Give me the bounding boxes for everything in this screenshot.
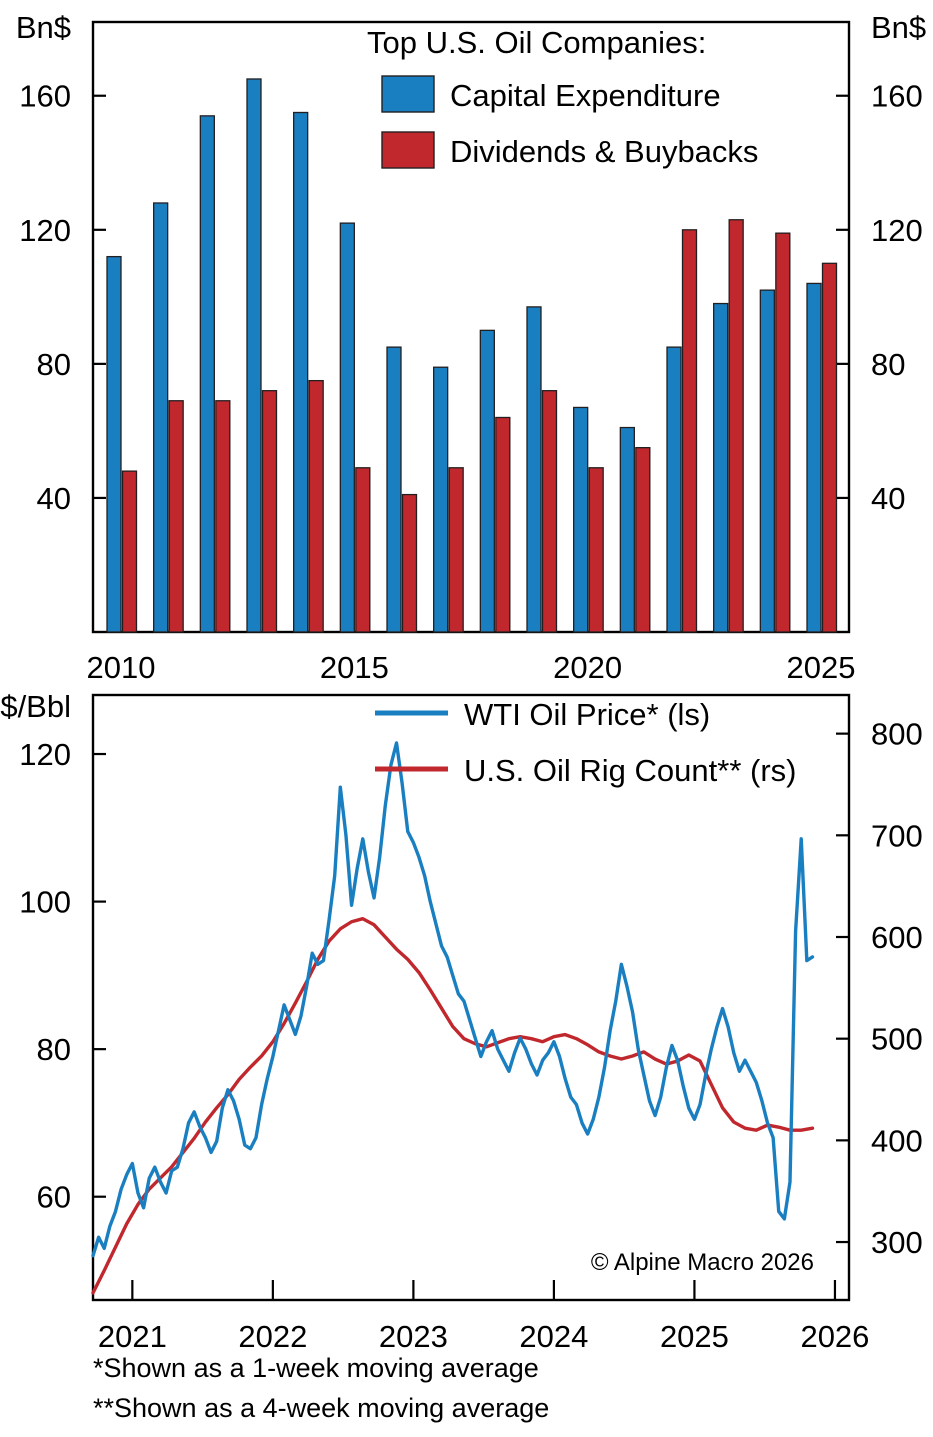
bar-dividends-2018 [495, 416, 511, 633]
bottom-right-tick-label-400: 400 [871, 1123, 923, 1158]
bar-dividends-2021 [635, 447, 651, 633]
bar-capex-2016 [386, 346, 402, 633]
bar-dividends-2016 [401, 493, 418, 633]
bar-dividends-2024 [775, 232, 791, 633]
bottom-left-tick-label-80: 80 [37, 1032, 71, 1067]
bottom-left-tick-label-120: 120 [19, 737, 71, 772]
top-x-label-2015: 2015 [320, 650, 389, 685]
top-panel-bar-chart: 40 40 80 80 120 120 160 160 Bn$ Bn$ 2010 2015 2020 20… [16, 10, 926, 685]
bar-capex-2018 [479, 329, 495, 633]
top-legend-title: Top U.S. Oil Companies: [367, 25, 706, 60]
bottom-x-label-2026: 2026 [800, 1319, 869, 1354]
bottom-left-axis-title: $/Bbl [0, 689, 71, 724]
bar-dividends-2022 [681, 229, 698, 633]
top-plot-frame [91, 20, 851, 634]
legend-label-wti: WTI Oil Price* (ls) [464, 697, 710, 732]
bar-capex-2021 [619, 426, 635, 633]
top-left-tick-label-120: 120 [19, 213, 71, 248]
top-left-axis-title: Bn$ [16, 10, 71, 45]
top-bars [106, 78, 838, 633]
bar-capex-2020 [573, 406, 589, 633]
bar-capex-2012 [199, 115, 215, 633]
top-legend: Top U.S. Oil Companies: Capital Expenditu… [367, 25, 758, 169]
legend-swatch-capex [381, 75, 435, 113]
bottom-right-tick-label-800: 800 [871, 717, 923, 752]
line-oil-rig-count [91, 917, 815, 1295]
top-x-label-2010: 2010 [87, 650, 156, 685]
bar-dividends-2015 [355, 467, 371, 633]
legend-label-rigcount: U.S. Oil Rig Count** (rs) [464, 753, 796, 788]
bottom-left-tick-label-100: 100 [19, 885, 71, 920]
bar-dividends-2025 [821, 262, 838, 633]
bar-capex-2017 [433, 366, 449, 633]
bar-capex-2013 [246, 78, 262, 633]
bottom-right-tick-label-600: 600 [871, 920, 923, 955]
bar-dividends-2017 [448, 467, 464, 633]
top-right-tick-label-40: 40 [871, 481, 905, 516]
footnote-2: **Shown as a 4-week moving average [93, 1393, 549, 1423]
bar-capex-2023 [713, 302, 729, 633]
bottom-left-tick-label-60: 60 [37, 1180, 71, 1215]
bar-dividends-2012 [215, 400, 231, 633]
bar-dividends-2014 [308, 379, 324, 633]
bar-capex-2022 [666, 346, 682, 633]
bar-dividends-2023 [728, 219, 744, 633]
bottom-right-tick-label-300: 300 [871, 1225, 923, 1260]
top-left-tick-label-160: 160 [19, 79, 71, 114]
bar-capex-2011 [153, 202, 169, 633]
top-left-tick-label-40: 40 [37, 481, 71, 516]
bar-dividends-2013 [261, 390, 278, 633]
footnote-1: *Shown as a 1-week moving average [93, 1353, 539, 1383]
bar-capex-2019 [526, 306, 542, 633]
bottom-x-label-2024: 2024 [519, 1319, 588, 1354]
bottom-plot-frame [91, 693, 851, 1302]
top-right-tick-label-80: 80 [871, 347, 905, 382]
bar-dividends-2020 [588, 467, 604, 633]
bottom-right-tick-label-500: 500 [871, 1022, 923, 1057]
top-right-tick-label-160: 160 [871, 79, 923, 114]
bar-capex-2014 [293, 111, 309, 633]
top-right-axis-title: Bn$ [871, 10, 926, 45]
top-x-label-2025: 2025 [787, 650, 856, 685]
bar-dividends-2019 [541, 390, 558, 633]
copyright-notice: © Alpine Macro 2026 [591, 1249, 814, 1276]
bottom-x-label-2022: 2022 [238, 1319, 307, 1354]
legend-label-capex: Capital Expenditure [450, 78, 721, 113]
bar-capex-2024 [759, 289, 775, 633]
line-wti-oil-price [91, 741, 815, 1258]
bar-dividends-2011 [168, 400, 184, 633]
legend-label-dividends: Dividends & Buybacks [450, 134, 758, 169]
bar-dividends-2010 [121, 470, 138, 633]
top-x-label-2020: 2020 [553, 650, 622, 685]
bar-capex-2025 [806, 282, 822, 633]
bar-capex-2010 [106, 255, 122, 633]
bottom-legend: WTI Oil Price* (ls) U.S. Oil Rig Count** … [375, 697, 796, 788]
bottom-x-label-2023: 2023 [379, 1319, 448, 1354]
bottom-x-label-2021: 2021 [98, 1319, 167, 1354]
bottom-right-tick-label-700: 700 [871, 818, 923, 853]
top-right-tick-label-120: 120 [871, 213, 923, 248]
top-left-tick-label-80: 80 [37, 347, 71, 382]
bar-capex-2015 [339, 222, 355, 633]
legend-swatch-dividends [381, 131, 435, 169]
bottom-x-label-2025: 2025 [660, 1319, 729, 1354]
bottom-panel-line-chart: 60 80 100 120 300 400 500 600 700 800 $/Bbl 2021 202… [0, 689, 923, 1423]
